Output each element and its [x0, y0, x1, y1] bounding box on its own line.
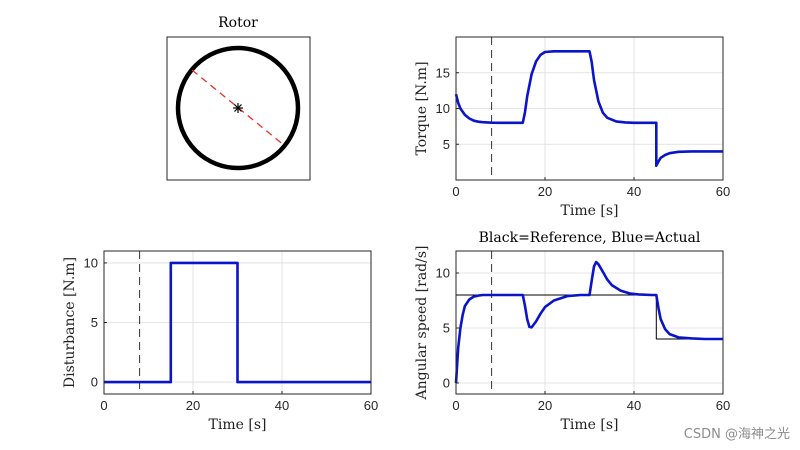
- rotor-panel: Rotor: [166, 15, 311, 181]
- torque-ytick-label: 10: [436, 101, 450, 116]
- speed-xtick-label: 60: [716, 398, 730, 413]
- torque-ylabel: Torque [N.m]: [414, 61, 430, 155]
- disturbance-axes: 0 20 40 60 0 5 10 Time [s] Disturbance [N.m]: [62, 250, 378, 433]
- speed-title: Black=Reference, Blue=Actual: [479, 230, 701, 246]
- torque-xtick-label: 60: [716, 184, 730, 199]
- disturbance-xtick-label: 20: [186, 398, 200, 413]
- watermark: CSDN @海神之光: [683, 427, 790, 442]
- disturbance-ylabel: Disturbance [N.m]: [62, 257, 78, 388]
- torque-ytick-label: 5: [443, 137, 450, 152]
- speed-ytick-label: 5: [443, 321, 450, 336]
- speed-plot-area: [456, 251, 723, 394]
- rotor-rim: [175, 45, 301, 171]
- speed-series-actual-line: [454, 260, 723, 384]
- speed-axes: 0 20 40 60 0 5 10 Time [s] Angular speed [rad/s]…: [414, 230, 730, 433]
- rotor-hub-marker: [233, 103, 243, 113]
- disturbance-ytick-label: 0: [91, 375, 98, 390]
- disturbance-xtick-label: 60: [364, 398, 378, 413]
- speed-ytick-label: 0: [443, 376, 450, 391]
- speed-xtick-label: 40: [627, 398, 641, 413]
- torque-xtick-label: 20: [538, 184, 552, 199]
- rotor-title: Rotor: [218, 15, 258, 31]
- speed-xtick-label: 20: [538, 398, 552, 413]
- speed-axes-box: [455, 250, 724, 395]
- disturbance-series-0-line: [104, 261, 371, 384]
- torque-xtick-label: 0: [452, 184, 459, 199]
- speed-ytick-label: 10: [436, 266, 450, 281]
- torque-xlabel: Time [s]: [561, 203, 619, 219]
- torque-xtick-label: 40: [627, 184, 641, 199]
- disturbance-ytick-label: 10: [84, 255, 98, 270]
- disturbance-xlabel: Time [s]: [209, 417, 267, 433]
- disturbance-xtick-label: 40: [275, 398, 289, 413]
- disturbance-ytick-label: 5: [91, 315, 98, 330]
- speed-ylabel: Angular speed [rad/s]: [414, 245, 430, 400]
- disturbance-xtick-label: 0: [100, 398, 107, 413]
- torque-ytick-label: 15: [436, 65, 450, 80]
- torque-series-0-line: [454, 49, 723, 167]
- speed-xlabel: Time [s]: [561, 417, 619, 433]
- torque-axes: 0 20 40 60 5 10 15 Time [s] Torque [N.m]: [414, 36, 730, 219]
- speed-xtick-label: 0: [452, 398, 459, 413]
